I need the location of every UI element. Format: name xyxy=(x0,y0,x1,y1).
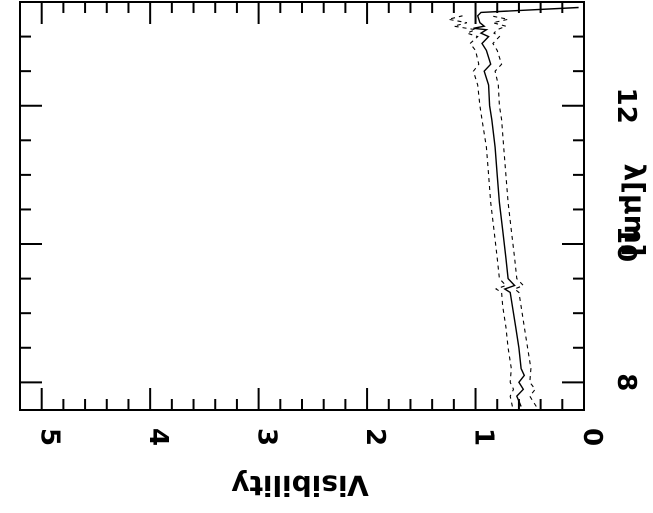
visibility-error-bound-2 xyxy=(490,15,537,407)
visibility-tick-label: 5 xyxy=(35,428,65,446)
axis-ticks xyxy=(20,2,585,410)
visibility-error-bound-1 xyxy=(448,15,515,407)
visibility-tick-label: 4 xyxy=(143,428,173,446)
x-axis-label: λ[μm] xyxy=(618,163,651,256)
visibility-tick-label: 0 xyxy=(577,428,607,446)
wavelength-tick-label: 12 xyxy=(611,88,641,124)
wavelength-tick-label: 8 xyxy=(611,373,641,391)
visibility-tick-label: 3 xyxy=(252,428,282,446)
plot-area xyxy=(19,1,585,411)
visibility-line xyxy=(473,6,579,407)
visibility-tick-label: 2 xyxy=(360,428,390,446)
visibility-tick-label: 1 xyxy=(469,428,499,446)
y-axis-label: Visibility xyxy=(231,469,369,502)
wavelength-tick-label: 10 xyxy=(611,226,641,262)
